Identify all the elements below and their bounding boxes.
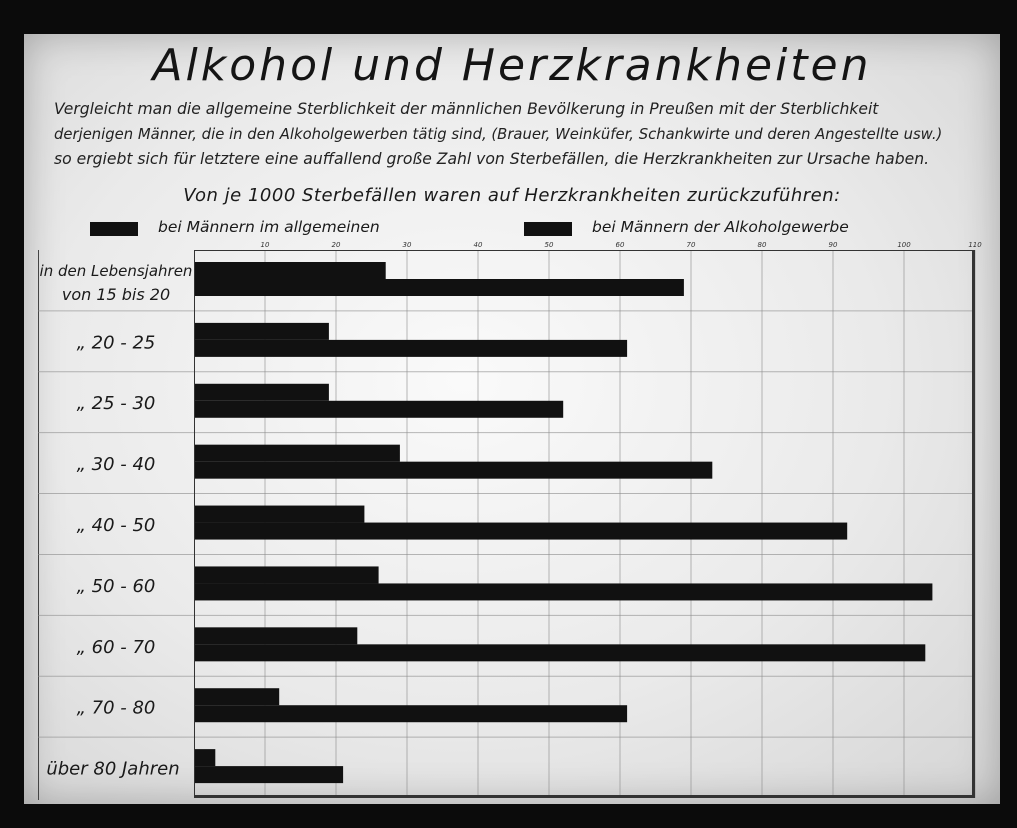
intro-line: so ergiebt sich für letztere eine auffal… xyxy=(54,150,930,168)
chart-outer-frame xyxy=(38,250,979,800)
x-tick-label-top: 90 xyxy=(829,241,838,249)
bar-series2 xyxy=(194,461,713,479)
bar-series1 xyxy=(194,749,216,767)
x-tick-label-top: 20 xyxy=(332,241,341,249)
plot-frame xyxy=(194,250,975,798)
x-tick-label-top: 110 xyxy=(968,241,982,249)
bar-series2 xyxy=(194,766,344,784)
bar-series2 xyxy=(194,339,628,357)
bar-series1 xyxy=(194,262,386,279)
intro-line: derjenigen Männer, die in den Alkoholgew… xyxy=(54,126,943,143)
legend-swatch-series2 xyxy=(524,222,572,236)
bar-series1 xyxy=(194,322,329,340)
bar-series1 xyxy=(194,383,329,401)
x-tick-label-top: 80 xyxy=(758,241,767,249)
bar-chart: 1010202030304040505060607070808090901001… xyxy=(38,241,982,798)
bar-series1 xyxy=(194,444,400,462)
legend-label-series2: bei Männern der Alkoholgewerbe xyxy=(592,218,849,236)
category-label: „ 60 - 70 xyxy=(77,637,156,658)
category-label: „ 40 - 50 xyxy=(77,515,156,536)
bar-series2 xyxy=(194,279,684,296)
chart-subtitle: Von je 1000 Sterbefällen waren auf Herzk… xyxy=(183,185,841,206)
x-tick-label-top: 70 xyxy=(687,241,696,249)
bar-series2 xyxy=(194,522,848,540)
category-label: über 80 Jahren xyxy=(46,759,179,780)
category-label: „ 25 - 30 xyxy=(77,393,156,414)
x-tick-label-top: 50 xyxy=(545,241,554,249)
bar-series1 xyxy=(194,566,379,584)
category-label: „ 20 - 25 xyxy=(77,332,156,353)
page-title: Alkohol und Herzkrankheiten xyxy=(152,40,872,91)
intro-text: Vergleicht man die allgemeine Sterblichk… xyxy=(54,97,974,172)
x-tick-label-top: 100 xyxy=(897,241,911,249)
category-label: von 15 bis 20 xyxy=(62,285,170,304)
category-label: in den Lebensjahren xyxy=(40,262,193,280)
bar-series2 xyxy=(194,583,933,601)
bar-series2 xyxy=(194,644,926,662)
bar-series2 xyxy=(194,400,564,418)
x-tick-label-top: 30 xyxy=(403,241,412,249)
category-label: „ 50 - 60 xyxy=(77,576,156,597)
bar-series2 xyxy=(194,705,628,723)
category-label: „ 70 - 80 xyxy=(77,698,156,719)
lantern-slide: Alkohol und Herzkrankheiten Vergleicht m… xyxy=(24,34,1000,804)
bar-series1 xyxy=(194,688,280,706)
x-tick-label-top: 60 xyxy=(616,241,625,249)
intro-line: Vergleicht man die allgemeine Sterblichk… xyxy=(54,100,879,118)
category-label: „ 30 - 40 xyxy=(77,454,156,475)
x-tick-label-top: 10 xyxy=(261,241,270,249)
legend-label-series1: bei Männern im allgemeinen xyxy=(158,218,380,236)
bar-series1 xyxy=(194,627,358,645)
x-tick-label-top: 40 xyxy=(474,241,483,249)
legend-swatch-series1 xyxy=(90,222,138,236)
bar-series1 xyxy=(194,505,365,523)
